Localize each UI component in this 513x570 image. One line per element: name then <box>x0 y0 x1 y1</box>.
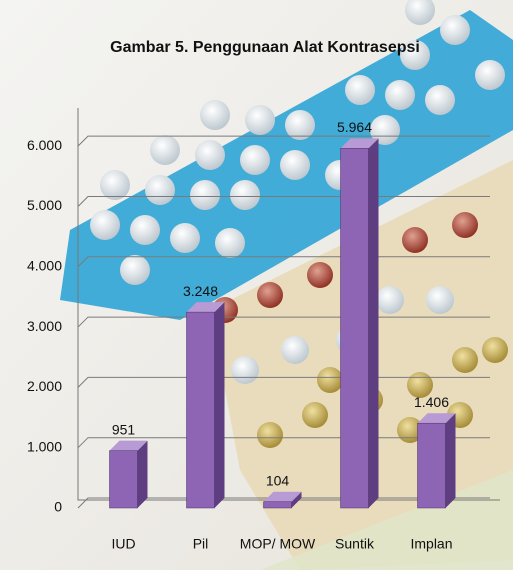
bar-side <box>214 302 225 508</box>
chart-title: Gambar 5. Penggunaan Alat Kontrasepsi <box>110 39 420 56</box>
bar-top <box>186 302 225 313</box>
y-tick-label: 5.000 <box>27 197 62 213</box>
bar-side <box>137 440 148 508</box>
value-label: 3.248 <box>183 283 218 299</box>
bar-top <box>417 413 456 424</box>
y-tick-label: 3.000 <box>27 318 62 334</box>
y-tick-label: 6.000 <box>27 137 62 153</box>
bar-top <box>109 440 148 451</box>
y-tick-label: 0 <box>54 499 62 515</box>
bar-side <box>368 138 379 508</box>
x-tick-label: Suntik <box>335 536 375 552</box>
value-label: 104 <box>266 472 290 488</box>
value-label: 1.406 <box>414 394 449 410</box>
x-tick-label: Pil <box>193 536 209 552</box>
y-tick-label: 2.000 <box>27 378 62 394</box>
bar <box>186 311 215 509</box>
bar-top <box>263 491 302 502</box>
bar <box>109 450 138 509</box>
bar-side <box>445 413 456 508</box>
y-tick-label: 1.000 <box>27 438 62 454</box>
value-label: 951 <box>112 421 136 437</box>
bar <box>417 422 446 509</box>
y-tick-label: 4.000 <box>27 257 62 273</box>
x-tick-label: IUD <box>111 536 135 552</box>
bar <box>263 501 292 509</box>
x-tick-label: MOP/ MOW <box>240 536 316 552</box>
bar-top <box>340 138 379 149</box>
bar <box>340 148 369 509</box>
grid-line <box>77 135 490 147</box>
value-label: 5.964 <box>337 119 372 135</box>
x-tick-label: Implan <box>410 536 452 552</box>
bar-side <box>291 491 302 508</box>
